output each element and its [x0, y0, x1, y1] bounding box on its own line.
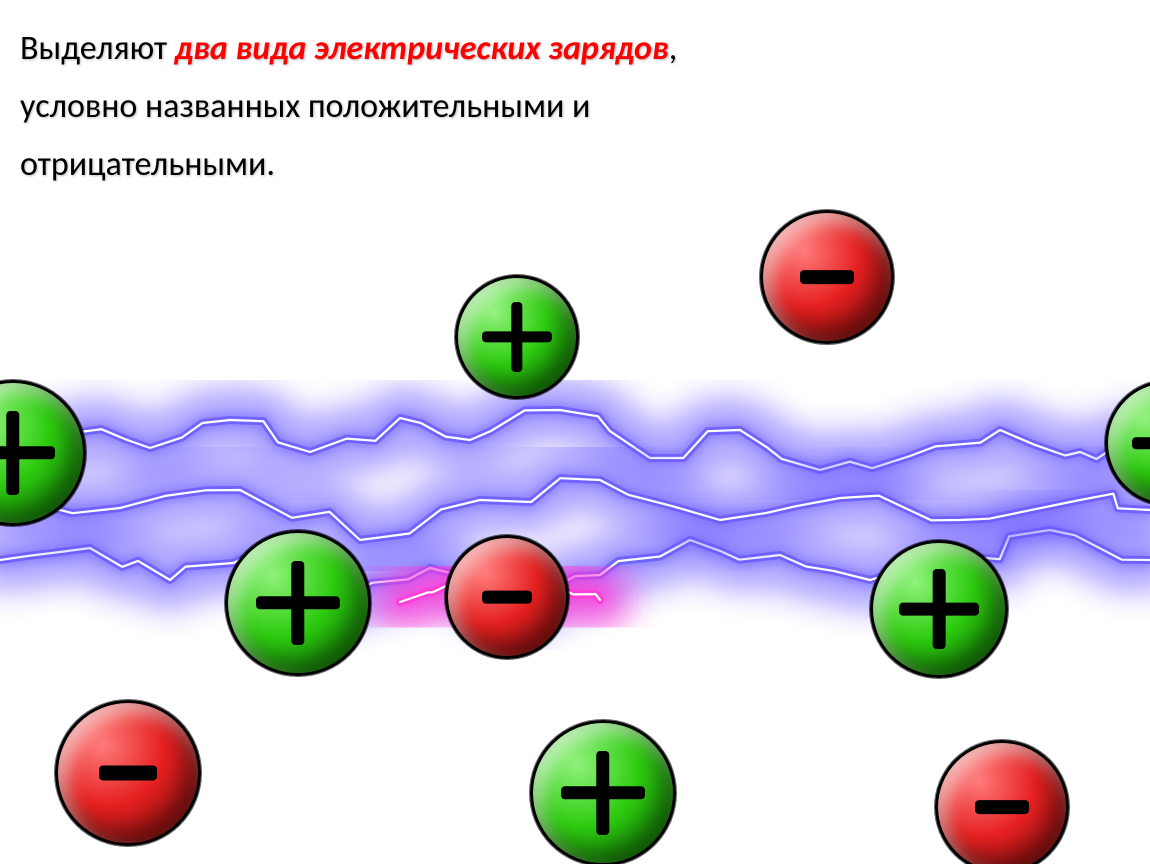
minus-icon: [789, 239, 866, 316]
plus-icon: [1132, 407, 1150, 479]
text-suffix: ,: [669, 28, 677, 69]
plus-icon: [0, 411, 55, 495]
text-emphasis: два вида электрических зарядов: [175, 28, 669, 69]
positive-charge-icon: [870, 540, 1008, 678]
plus-icon: [256, 561, 340, 645]
text-line3: отрицательными.: [20, 144, 275, 185]
heading-text: Выделяют два вида электрических зарядов,…: [20, 20, 1110, 193]
slide-root: Выделяют два вида электрических зарядов,…: [0, 0, 1150, 864]
negative-charge-icon: [55, 700, 201, 846]
positive-charge-icon: [225, 530, 371, 676]
plus-icon: [482, 302, 553, 373]
negative-charge-icon: [760, 210, 894, 344]
text-prefix: Выделяют: [20, 28, 175, 69]
positive-charge-icon: [455, 275, 579, 399]
text-line2: условно названных положительными и: [20, 86, 590, 127]
positive-charge-icon: [0, 380, 86, 526]
plus-icon: [561, 751, 645, 835]
minus-icon: [964, 769, 1041, 846]
minus-icon: [86, 731, 170, 815]
positive-charge-icon: [530, 720, 676, 864]
negative-charge-icon: [935, 740, 1069, 864]
plus-icon: [899, 569, 978, 648]
minus-icon: [472, 562, 543, 633]
positive-charge-icon: [1105, 380, 1150, 506]
negative-charge-icon: [445, 535, 569, 659]
